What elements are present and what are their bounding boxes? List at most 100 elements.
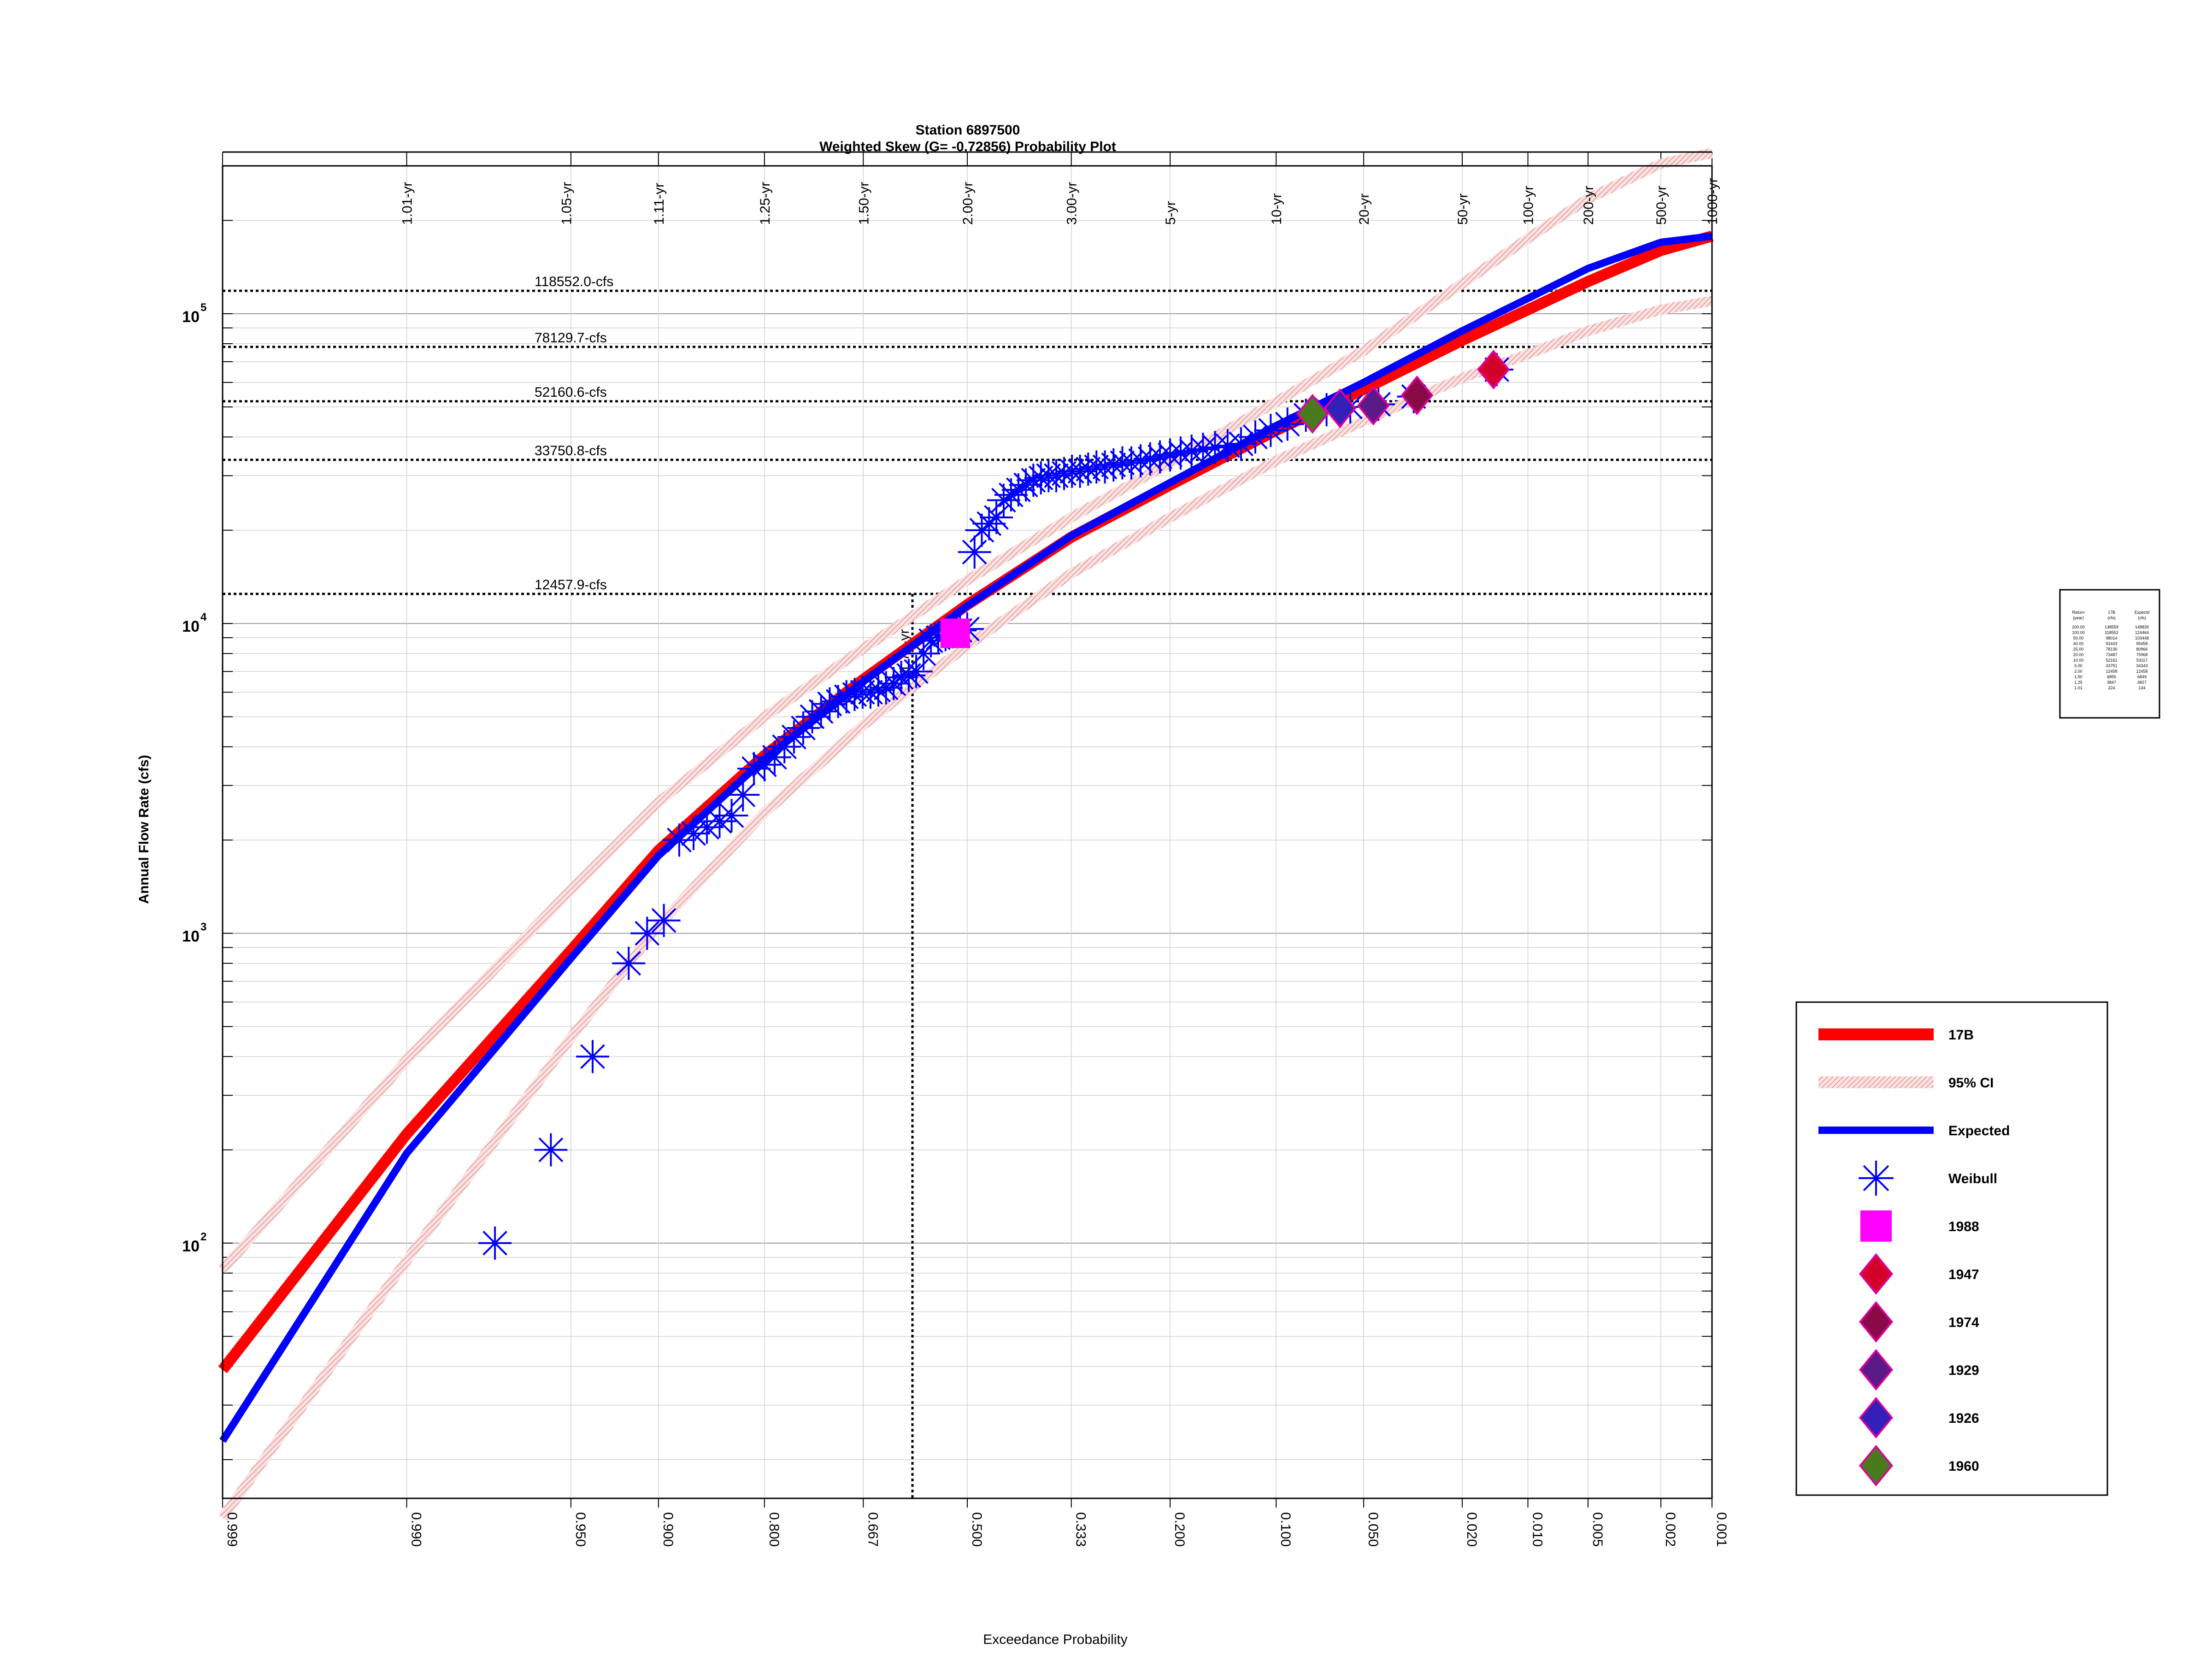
return-period-label: 1000-yr <box>1705 178 1720 225</box>
x-tick-label: 0.950 <box>573 1512 588 1547</box>
x-tick-label: 0.002 <box>1663 1512 1678 1547</box>
return-period-label: 200-yr <box>1581 186 1596 225</box>
weibull-point <box>677 816 710 850</box>
highlight-point-1929 <box>1357 386 1390 426</box>
table-cell: 3827 <box>2137 680 2147 685</box>
weibull-point <box>647 904 681 937</box>
table-cell: 6849 <box>2137 675 2147 679</box>
table-cell: 80966 <box>2136 647 2147 651</box>
table-cell: 134 <box>2138 686 2145 690</box>
weibull-point <box>1239 420 1272 454</box>
legend-label: 1947 <box>1948 1267 1979 1282</box>
y-tick-label-base: 10 <box>182 1238 200 1255</box>
table-cell: 40.00 <box>2073 641 2084 646</box>
table-cell: 100.00 <box>2072 630 2085 635</box>
y-tick-label-exponent: 3 <box>200 921 206 933</box>
highlight-point-1947 <box>1477 349 1510 390</box>
x-tick-label: 0.200 <box>1172 1512 1187 1547</box>
table-cell: 6855 <box>2107 675 2116 679</box>
reference-lines: 118552.0-cfs 78129.7-cfs 52160.6-cfs 33750.… <box>223 274 1712 1498</box>
x-tick-label: 0.100 <box>1278 1512 1293 1547</box>
return-period-label: 1.01-yr <box>400 182 415 225</box>
weibull-point <box>795 700 829 734</box>
table-subheader: (cfs) <box>2107 616 2116 620</box>
table-cell: 78130 <box>2106 647 2117 651</box>
x-tick-label: 0.500 <box>969 1512 984 1547</box>
y-tick-label-base: 10 <box>182 618 200 635</box>
weibull-point <box>630 916 664 950</box>
table-cell: 2.00 <box>2074 669 2083 674</box>
table-cell: 34343 <box>2136 663 2147 668</box>
x-tick-label: 0.001 <box>1714 1512 1729 1547</box>
axes: 0.999 0.990 0.950 0.900 0.800 0.667 0.500 0.333… <box>136 123 1729 1647</box>
table-header: Expectd <box>2135 610 2150 615</box>
legend-label: Weibull <box>1948 1171 1997 1186</box>
table-subheader: (cfs) <box>2138 616 2146 620</box>
table-cell: 1.25 <box>2074 680 2083 685</box>
x-tick-label: 0.020 <box>1464 1512 1479 1547</box>
table-cell: 5.00 <box>2074 663 2083 668</box>
weibull-point <box>703 804 736 838</box>
weibull-point <box>884 661 918 694</box>
return-period-label: 1.11-yr <box>652 183 667 225</box>
chart-title: Station 6897500 <box>916 123 1020 138</box>
return-period-label: 1.25-yr <box>758 182 773 225</box>
return-period-label: 500-yr <box>1654 186 1669 225</box>
legend-label: 1974 <box>1948 1315 1979 1330</box>
legend-label: 95% CI <box>1948 1075 1994 1091</box>
curve-expected <box>219 232 1712 1443</box>
table-subheader: (year) <box>2073 616 2084 620</box>
return-period-label: 1.50-yr <box>856 182 871 225</box>
weibull-point <box>1271 407 1304 441</box>
table-cell: 91643 <box>2106 641 2117 646</box>
weibull-point <box>958 535 991 569</box>
weibull-point <box>1186 433 1220 466</box>
reference-line-label: 12457.9-cfs <box>535 577 607 593</box>
x-tick-label: 0.005 <box>1590 1512 1605 1547</box>
y-tick-label-base: 10 <box>182 928 200 945</box>
x-tick-label: 0.900 <box>660 1512 676 1547</box>
table-cell: 224 <box>2108 686 2115 690</box>
return-period-label: 100-yr <box>1521 186 1536 225</box>
reference-line-label: 52160.6-cfs <box>535 385 607 400</box>
return-period-label: 10-yr <box>1269 194 1284 225</box>
weibull-point <box>662 823 696 857</box>
x-tick-label: 0.667 <box>865 1512 880 1547</box>
table-header: Return <box>2072 610 2084 615</box>
weibull-point <box>576 1040 609 1074</box>
legend-swatch-ci <box>1818 1076 1934 1088</box>
table-cell: 148835 <box>2135 625 2149 629</box>
x-tick-label: 0.010 <box>1530 1512 1545 1547</box>
weibull-point <box>612 946 646 980</box>
ci-band-curve <box>218 296 1713 1521</box>
highlight-point-1960 <box>1296 394 1329 434</box>
legend-swatch-1929 <box>1859 1349 1894 1391</box>
x-tick-label: 0.990 <box>408 1512 424 1547</box>
table-cell: 33751 <box>2106 663 2117 668</box>
legend-swatch-weibull <box>1859 1161 1894 1196</box>
reference-line-label: 33750.8-cfs <box>535 443 607 458</box>
table-cell: 98014 <box>2106 636 2117 640</box>
legend-swatch-1988 <box>1860 1210 1892 1242</box>
weibull-point <box>1164 436 1197 470</box>
table-header: 17B <box>2108 610 2115 615</box>
table-cell: 1.01 <box>2074 686 2083 690</box>
table-cell: 95458 <box>2136 641 2147 646</box>
return-period-label: 20-yr <box>1357 194 1372 225</box>
table-cell: 12458 <box>2136 669 2147 674</box>
curves <box>218 148 1714 1521</box>
legend-label: 1929 <box>1948 1363 1979 1378</box>
y-axis-label: Annual Flow Rate (cfs) <box>136 755 152 904</box>
highlight-point-1926 <box>1324 388 1357 428</box>
legend-swatch-1960 <box>1859 1444 1894 1487</box>
return-period-label: 5-yr <box>1163 201 1178 225</box>
x-tick-label: 0.333 <box>1073 1512 1088 1547</box>
weibull-point <box>690 810 724 844</box>
weibull-point <box>478 1227 512 1260</box>
weibull-point <box>715 798 748 832</box>
weibull-point <box>1024 461 1058 495</box>
table-cell: 200.00 <box>2072 625 2085 629</box>
legend-label: 1988 <box>1948 1219 1979 1234</box>
